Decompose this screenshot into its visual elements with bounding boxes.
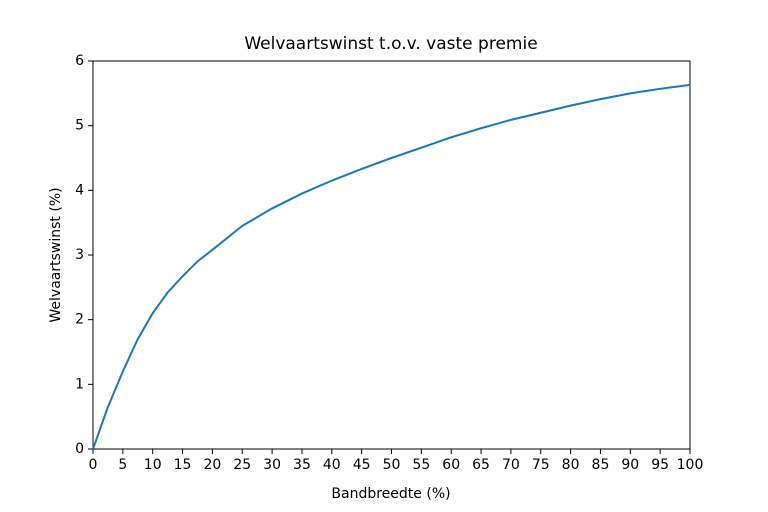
x-tick-label: 20 <box>203 457 221 473</box>
x-tick-label: 60 <box>442 457 460 473</box>
x-axis-label: Bandbreedte (%) <box>331 486 450 502</box>
y-tick-label: 5 <box>75 118 84 134</box>
y-tick-label: 2 <box>75 312 84 328</box>
x-tick-label: 80 <box>562 457 580 473</box>
x-tick-label: 5 <box>118 457 127 473</box>
y-axis-label: Welvaartswinst (%) <box>48 187 64 322</box>
plot-frame <box>92 60 691 450</box>
y-tick-label: 6 <box>75 53 84 69</box>
x-tick-label: 35 <box>293 457 311 473</box>
x-tick-label: 0 <box>89 457 98 473</box>
x-tick-label: 40 <box>323 457 341 473</box>
x-tick-label: 55 <box>412 457 430 473</box>
x-tick-label: 45 <box>353 457 371 473</box>
x-tick-label: 70 <box>502 457 520 473</box>
y-tick-label: 3 <box>75 247 84 263</box>
data-line <box>92 83 691 450</box>
x-tick-label: 95 <box>651 457 669 473</box>
x-tick-label: 65 <box>472 457 490 473</box>
x-tick-label: 75 <box>532 457 550 473</box>
y-tick-label: 1 <box>75 376 84 392</box>
y-tick-label: 4 <box>75 182 84 198</box>
x-tick-label: 100 <box>677 457 704 473</box>
x-tick-label: 30 <box>263 457 281 473</box>
x-tick-label: 85 <box>592 457 610 473</box>
x-tick-label: 15 <box>174 457 192 473</box>
x-tick-label: 25 <box>233 457 251 473</box>
x-tick-label: 50 <box>383 457 401 473</box>
x-tick-label: 90 <box>621 457 639 473</box>
chart-title: Welvaartswinst t.o.v. vaste premie <box>244 34 537 54</box>
x-tick-label: 10 <box>144 457 162 473</box>
y-tick-label: 0 <box>75 441 84 457</box>
